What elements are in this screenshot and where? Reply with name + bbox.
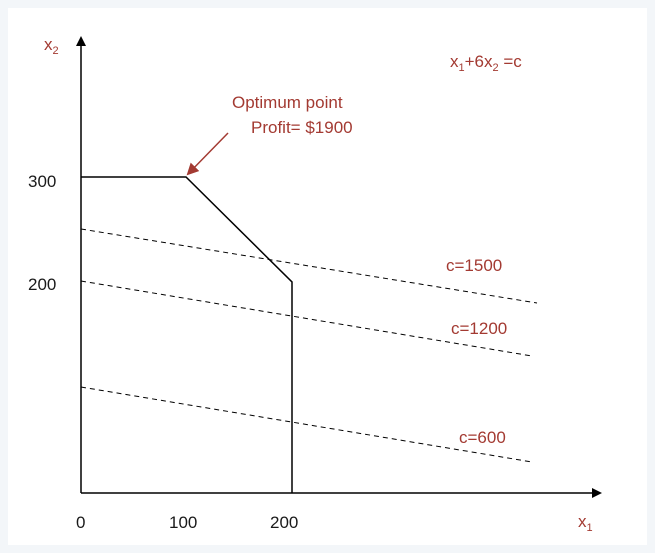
isoprofit-label-1500: c=1500	[446, 256, 502, 275]
lp-diagram: x2 x1 300 200 0 100 200 x1+6x2 =c Optimu…	[28, 35, 602, 534]
x-tick-0: 0	[76, 513, 85, 532]
x-axis-label: x1	[578, 512, 593, 534]
optimum-arrow	[186, 132, 229, 176]
diagram-panel: x2 x1 300 200 0 100 200 x1+6x2 =c Optimu…	[8, 8, 647, 545]
y-tick-200: 200	[28, 275, 56, 294]
isoprofit-line-1500	[80, 228, 538, 304]
y-tick-300: 300	[28, 172, 56, 191]
x-tick-100: 100	[169, 513, 197, 532]
isoprofit-label-1200: c=1200	[451, 319, 507, 338]
isoprofit-label-600: c=600	[459, 428, 506, 447]
y-axis-label: x2	[44, 35, 59, 57]
isoprofit-line-1200	[80, 280, 533, 357]
x-tick-200: 200	[270, 513, 298, 532]
objective-function: x1+6x2 =c	[450, 52, 522, 74]
isoprofit-line-600	[80, 386, 533, 463]
optimum-label-line2: Profit= $1900	[251, 118, 353, 137]
feasible-region-boundary	[81, 176, 293, 493]
optimum-label-line1: Optimum point	[232, 93, 343, 112]
